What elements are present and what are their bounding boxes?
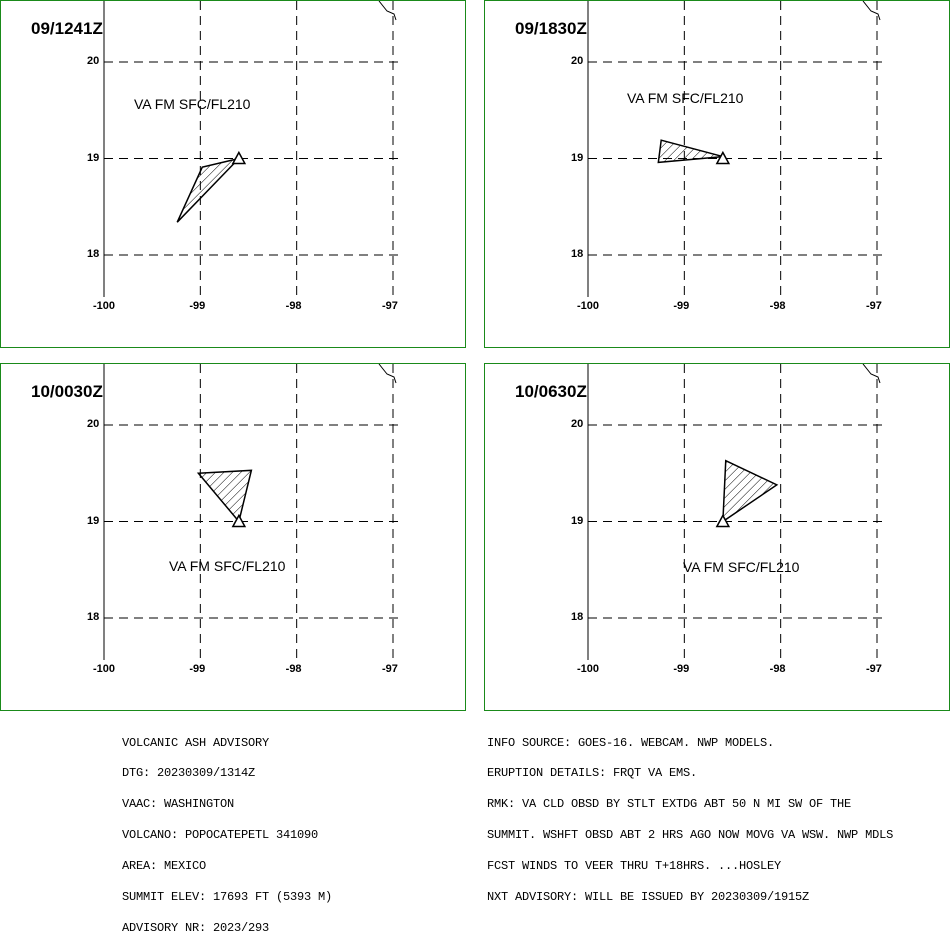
latitude-tick-label: 18 <box>571 248 584 260</box>
longitude-tick-label: -99 <box>673 300 690 312</box>
ash-cloud-label: VA FM SFC/FL210 <box>683 559 800 575</box>
map-panel-4: 10/0630Z VA FM SFC/FL210 -100 -99 -98 -97 20… <box>484 363 950 711</box>
ash-cloud-polygon <box>196 469 253 524</box>
details-line: ERUPTION DETAILS: FRQT VA EMS. <box>487 766 698 781</box>
longitude-tick-label: -98 <box>769 300 786 312</box>
latitude-tick-label: 19 <box>571 514 584 527</box>
panel-timestamp: 09/1241Z <box>31 19 103 38</box>
longitude-tick-label: -100 <box>577 663 600 675</box>
map-canvas <box>103 1 399 297</box>
volcano-icon <box>715 150 731 165</box>
longitude-tick-label: -100 <box>577 300 600 312</box>
advisory-line: VOLCANIC ASH ADVISORY <box>122 735 270 750</box>
map-canvas <box>103 364 399 660</box>
advisory-line: SUMMIT ELEV: 17693 FT (5393 M) <box>122 890 333 905</box>
ash-cloud-polygon <box>176 157 242 223</box>
latitude-tick-label: 20 <box>87 55 100 67</box>
map-panel-1: 09/1241Z VA FM SFC/FL210 -100 -99 -98 -97 20… <box>0 0 466 348</box>
ash-cloud-label: VA FM SFC/FL210 <box>134 96 251 112</box>
volcano-icon <box>715 513 731 528</box>
details-line: INFO SOURCE: GOES-16. WEBCAM. NWP MODELS… <box>487 735 775 750</box>
longitude-tick-label: -97 <box>866 300 882 312</box>
longitude-tick-label: -99 <box>673 663 690 675</box>
ash-cloud-label: VA FM SFC/FL210 <box>627 90 744 106</box>
details-line: RMK: VA CLD OBSD BY STLT EXTDG ABT 50 N … <box>487 797 852 812</box>
longitude-tick-label: -97 <box>382 300 398 312</box>
latitude-tick-label: 19 <box>87 151 100 164</box>
panel-timestamp: 10/0030Z <box>31 382 103 401</box>
volcano-icon <box>231 513 247 528</box>
ash-cloud-polygon <box>722 459 779 523</box>
coastline <box>378 1 397 21</box>
latitude-tick-label: 18 <box>87 248 100 260</box>
map-panel-3: 10/0030Z VA FM SFC/FL210 -100 -99 -98 -97 20… <box>0 363 466 711</box>
coastline <box>862 1 881 21</box>
longitude-tick-label: -99 <box>189 663 206 675</box>
longitude-tick-label: -98 <box>285 300 302 312</box>
panel-timestamp: 09/1830Z <box>515 19 587 38</box>
latitude-tick-label: 19 <box>87 514 100 527</box>
latitude-tick-label: 18 <box>87 611 100 623</box>
map-panel-2: 09/1830Z VA FM SFC/FL210 -100 -99 -98 -97 20… <box>484 0 950 348</box>
advisory-line: DTG: 20230309/1314Z <box>122 766 256 781</box>
longitude-tick-label: -97 <box>382 663 398 675</box>
advisory-line: AREA: MEXICO <box>122 859 207 874</box>
advisory-details-block: INFO SOURCE: GOES-16. WEBCAM. NWP MODELS… <box>487 717 893 913</box>
longitude-tick-label: -99 <box>189 300 206 312</box>
coastline <box>862 364 881 384</box>
longitude-tick-label: -98 <box>769 663 786 675</box>
ash-cloud-polygon <box>657 139 724 164</box>
coastline <box>378 364 397 384</box>
latitude-tick-label: 20 <box>571 418 584 430</box>
advisory-line: VOLCANO: POPOCATEPETL 341090 <box>122 828 319 843</box>
advisory-header-block: VOLCANIC ASH ADVISORY DTG: 20230309/1314… <box>122 717 332 944</box>
panel-timestamp: 10/0630Z <box>515 382 587 401</box>
ash-cloud-label: VA FM SFC/FL210 <box>169 558 286 574</box>
advisory-line: ADVISORY NR: 2023/293 <box>122 920 270 935</box>
map-canvas <box>587 364 883 660</box>
longitude-tick-label: -100 <box>93 663 116 675</box>
latitude-tick-label: 20 <box>87 418 100 430</box>
latitude-tick-label: 20 <box>571 55 584 67</box>
longitude-tick-label: -98 <box>285 663 302 675</box>
latitude-tick-label: 18 <box>571 611 584 623</box>
map-canvas <box>587 1 883 297</box>
details-line: NXT ADVISORY: WILL BE ISSUED BY 20230309… <box>487 890 810 905</box>
advisory-line: VAAC: WASHINGTON <box>122 797 235 812</box>
volcano-icon <box>231 150 247 165</box>
longitude-tick-label: -100 <box>93 300 116 312</box>
details-line: FCST WINDS TO VEER THRU T+18HRS. ...HOSL… <box>487 859 782 874</box>
longitude-tick-label: -97 <box>866 663 882 675</box>
details-line: SUMMIT. WSHFT OBSD ABT 2 HRS AGO NOW MOV… <box>487 828 894 843</box>
latitude-tick-label: 19 <box>571 151 584 164</box>
